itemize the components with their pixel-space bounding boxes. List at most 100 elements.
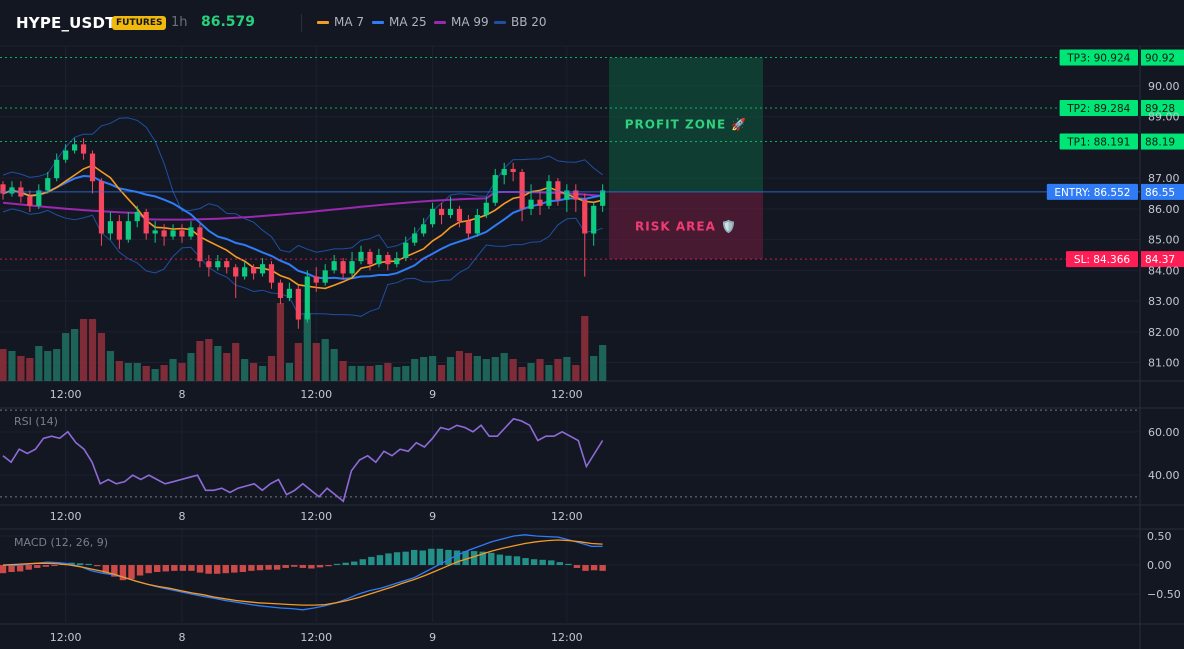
candle-body [134, 211, 140, 222]
candle-body [528, 199, 534, 209]
volume-bar [599, 345, 607, 381]
macd-histogram-bar [162, 565, 169, 572]
volume-bar [339, 361, 347, 381]
candle-body [268, 264, 275, 283]
candle-body [537, 199, 543, 206]
macd-histogram-bar [513, 556, 521, 566]
volume-bar [17, 356, 25, 381]
volume-bar [62, 333, 70, 381]
macd-histogram-bar [111, 565, 118, 577]
legend-bb20[interactable]: BB 20 [494, 15, 547, 29]
candle-body [474, 215, 480, 234]
trade-levels: TP3: 90.924 90.92 TP2: 89.284 89.28 TP1: 88.… [0, 49, 1184, 268]
volume-bar [241, 359, 249, 381]
rsi-axis-label: 60.00 [1148, 426, 1180, 439]
candle-body [421, 224, 427, 234]
volume-bar [509, 359, 517, 381]
rsi-pane: RSI (14) 40.00 60.00 [0, 409, 1180, 503]
macd-histogram-bar [34, 565, 41, 568]
macd-histogram-bar [479, 551, 486, 566]
volume-bar [572, 365, 580, 381]
volume-bar [393, 367, 401, 381]
candle-body [295, 288, 301, 320]
macd-histogram-bar [556, 562, 564, 566]
volume-bar [0, 349, 7, 381]
macd-histogram-bar [136, 565, 144, 576]
macd-title: MACD (12, 26, 9) [14, 536, 108, 549]
volume-bar [348, 366, 356, 381]
macd-histogram-bar [102, 565, 109, 573]
macd-histogram-bar [25, 565, 32, 570]
candle-body [600, 190, 606, 206]
candle-body [206, 261, 212, 268]
macd-line [2, 534, 603, 611]
volume-bar [420, 357, 428, 381]
macd-histogram-bar [239, 565, 247, 573]
level-tag-sl: SL: 84.366 [1074, 254, 1130, 266]
volume-bar [518, 367, 526, 381]
candle-body [510, 168, 516, 173]
level-axis-bg-tp2 [1141, 99, 1184, 116]
candle-body [215, 261, 221, 268]
candle-body [564, 190, 570, 200]
legend-ma7[interactable]: MA 7 [317, 15, 364, 29]
candle-body [573, 190, 579, 200]
volume-bar [124, 363, 132, 381]
level-tag-bg-tp2 [1059, 99, 1138, 116]
macd-histogram-bar [119, 565, 127, 581]
macd-axis-label: 0.50 [1147, 530, 1172, 543]
candle-body [456, 208, 463, 222]
macd-time-label: 12:00 [551, 631, 583, 644]
level-axis-bg-sl [1141, 251, 1184, 268]
moving-averages [2, 117, 603, 317]
legend-ma25[interactable]: MA 25 [372, 15, 427, 29]
macd-axis-label: 0.00 [1147, 559, 1172, 572]
macd-histogram-bar [428, 548, 435, 566]
legend-label-bb20: BB 20 [511, 15, 547, 29]
candle-body [54, 159, 60, 179]
candle-body [403, 242, 409, 259]
volume-bar [169, 359, 177, 381]
macd-pane: MACD (12, 26, 9) 0.50 0.00 −0.50 [0, 530, 1181, 611]
rsi-line [2, 417, 604, 503]
macd-histogram-bar [565, 563, 572, 566]
candle-body [376, 254, 382, 265]
volume-bar [464, 353, 472, 381]
volume-bar [178, 363, 186, 381]
volume-bar [223, 353, 231, 381]
macd-histogram-bar [599, 565, 606, 571]
level-tag-bg-entry [1046, 183, 1138, 200]
level-axis-label-sl: 84.37 [1145, 254, 1175, 266]
level-tag-tp3: TP3: 90.924 [1066, 53, 1130, 65]
volume-bar [491, 357, 499, 381]
candle-body [9, 187, 15, 194]
symbol-title[interactable]: HYPE_USDT [16, 14, 116, 32]
macd-histogram-bar [179, 565, 187, 571]
volume-bar [366, 366, 374, 381]
candle-body [465, 221, 471, 234]
rsi-axis-label: 40.00 [1148, 469, 1180, 482]
timeframe-label[interactable]: 1h [171, 15, 188, 30]
macd-histogram-bar [419, 550, 426, 566]
candle-body [313, 276, 319, 283]
legend-label-ma99: MA 99 [451, 15, 489, 29]
volume-bar [26, 358, 34, 381]
macd-histogram-bar [85, 563, 92, 566]
profit-zone-label: PROFIT ZONE 🚀 [625, 118, 748, 132]
volume-bar [8, 351, 16, 381]
level-tag-entry: ENTRY: 86.552 [1054, 187, 1130, 199]
candle-body [170, 230, 176, 237]
price-axis-label: 87.00 [1148, 172, 1180, 185]
macd-histogram-bar [393, 552, 401, 566]
grid-lines [0, 45, 1184, 649]
candle-body [251, 267, 257, 274]
macd-time-label: 12:00 [50, 631, 82, 644]
volume-bar [71, 329, 79, 381]
legend-ma99[interactable]: MA 99 [434, 15, 489, 29]
volume-bar [151, 369, 159, 381]
volume-bar [473, 356, 481, 381]
macd-histogram-bar [522, 558, 529, 566]
macd-signal-line [2, 539, 603, 606]
volume-bars [0, 303, 607, 381]
